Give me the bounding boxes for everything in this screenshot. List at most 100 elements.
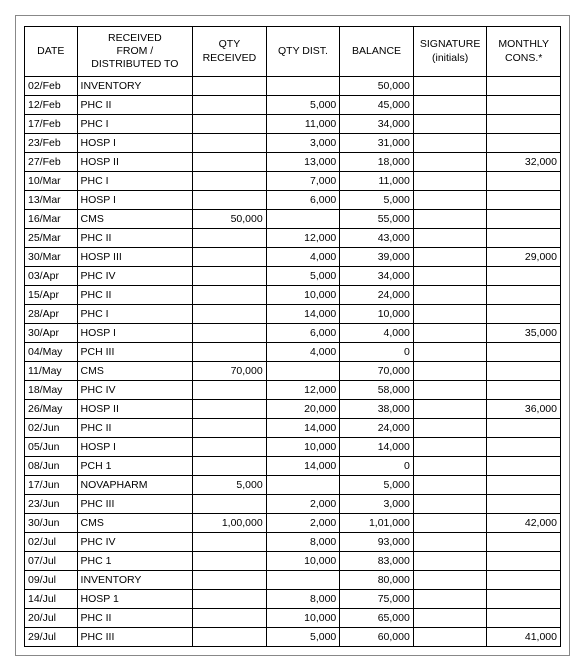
cell-qty_dist: 10,000 <box>266 552 340 571</box>
cell-from: HOSP III <box>77 248 193 267</box>
cell-balance: 70,000 <box>340 362 414 381</box>
cell-balance: 3,000 <box>340 495 414 514</box>
cell-from: CMS <box>77 514 193 533</box>
cell-date: 17/Feb <box>25 115 78 134</box>
cell-qty_dist: 6,000 <box>266 324 340 343</box>
table-row: 30/JunCMS1,00,0002,0001,01,00042,000 <box>25 514 561 533</box>
cell-qty_received <box>193 153 267 172</box>
cell-from: PHC I <box>77 305 193 324</box>
cell-balance: 80,000 <box>340 571 414 590</box>
cell-monthly_cons <box>487 476 561 495</box>
cell-monthly_cons <box>487 381 561 400</box>
cell-signature <box>413 134 487 153</box>
cell-signature <box>413 476 487 495</box>
cell-signature <box>413 571 487 590</box>
cell-signature <box>413 552 487 571</box>
cell-balance: 4,000 <box>340 324 414 343</box>
cell-monthly_cons <box>487 343 561 362</box>
cell-signature <box>413 191 487 210</box>
table-row: 23/FebHOSP I3,00031,000 <box>25 134 561 153</box>
cell-qty_received <box>193 229 267 248</box>
cell-qty_received <box>193 457 267 476</box>
cell-qty_dist: 8,000 <box>266 533 340 552</box>
cell-monthly_cons <box>487 590 561 609</box>
cell-monthly_cons <box>487 286 561 305</box>
cell-signature <box>413 172 487 191</box>
cell-date: 18/May <box>25 381 78 400</box>
table-body: 02/FebINVENTORY50,00012/FebPHC II5,00045… <box>25 77 561 647</box>
cell-from: HOSP I <box>77 191 193 210</box>
col-header-qty_dist: QTY DIST. <box>266 27 340 77</box>
page-frame: DATERECEIVEDFROM /DISTRIBUTED TOQTYRECEI… <box>15 15 570 656</box>
cell-balance: 1,01,000 <box>340 514 414 533</box>
cell-from: PHC II <box>77 96 193 115</box>
table-row: 23/JunPHC III2,0003,000 <box>25 495 561 514</box>
cell-signature <box>413 305 487 324</box>
cell-balance: 5,000 <box>340 191 414 210</box>
cell-date: 23/Jun <box>25 495 78 514</box>
table-row: 02/FebINVENTORY50,000 <box>25 77 561 96</box>
table-row: 17/FebPHC I11,00034,000 <box>25 115 561 134</box>
table-row: 20/JulPHC II10,00065,000 <box>25 609 561 628</box>
cell-balance: 39,000 <box>340 248 414 267</box>
cell-qty_received <box>193 609 267 628</box>
cell-balance: 14,000 <box>340 438 414 457</box>
table-row: 16/MarCMS50,00055,000 <box>25 210 561 229</box>
cell-qty_received <box>193 552 267 571</box>
table-row: 09/JulINVENTORY80,000 <box>25 571 561 590</box>
cell-qty_dist: 20,000 <box>266 400 340 419</box>
cell-from: HOSP 1 <box>77 590 193 609</box>
cell-qty_received <box>193 438 267 457</box>
table-row: 18/MayPHC IV12,00058,000 <box>25 381 561 400</box>
cell-from: HOSP I <box>77 134 193 153</box>
cell-qty_dist: 14,000 <box>266 457 340 476</box>
cell-from: PHC I <box>77 172 193 191</box>
cell-qty_dist: 10,000 <box>266 438 340 457</box>
cell-monthly_cons <box>487 419 561 438</box>
cell-qty_received <box>193 343 267 362</box>
table-row: 14/JulHOSP 18,00075,000 <box>25 590 561 609</box>
cell-from: PHC IV <box>77 267 193 286</box>
cell-from: INVENTORY <box>77 571 193 590</box>
cell-monthly_cons <box>487 191 561 210</box>
cell-date: 30/Jun <box>25 514 78 533</box>
cell-signature <box>413 77 487 96</box>
cell-qty_received <box>193 134 267 153</box>
cell-from: HOSP II <box>77 153 193 172</box>
cell-signature <box>413 248 487 267</box>
cell-qty_received <box>193 96 267 115</box>
cell-qty_received <box>193 267 267 286</box>
table-header-row: DATERECEIVEDFROM /DISTRIBUTED TOQTYRECEI… <box>25 27 561 77</box>
cell-qty_dist <box>266 77 340 96</box>
cell-date: 25/Mar <box>25 229 78 248</box>
cell-qty_received <box>193 115 267 134</box>
cell-qty_dist: 14,000 <box>266 305 340 324</box>
cell-monthly_cons <box>487 609 561 628</box>
cell-qty_dist: 2,000 <box>266 514 340 533</box>
cell-signature <box>413 438 487 457</box>
cell-signature <box>413 457 487 476</box>
cell-qty_received <box>193 286 267 305</box>
col-header-balance: BALANCE <box>340 27 414 77</box>
cell-balance: 24,000 <box>340 286 414 305</box>
cell-qty_received <box>193 305 267 324</box>
cell-monthly_cons <box>487 362 561 381</box>
cell-qty_dist: 6,000 <box>266 191 340 210</box>
cell-from: HOSP I <box>77 438 193 457</box>
cell-qty_received <box>193 248 267 267</box>
cell-balance: 83,000 <box>340 552 414 571</box>
cell-qty_dist <box>266 210 340 229</box>
cell-signature <box>413 96 487 115</box>
cell-balance: 60,000 <box>340 628 414 647</box>
cell-balance: 10,000 <box>340 305 414 324</box>
cell-date: 14/Jul <box>25 590 78 609</box>
cell-signature <box>413 324 487 343</box>
cell-qty_dist: 11,000 <box>266 115 340 134</box>
cell-date: 15/Apr <box>25 286 78 305</box>
cell-date: 12/Feb <box>25 96 78 115</box>
cell-from: CMS <box>77 362 193 381</box>
cell-from: PHC II <box>77 609 193 628</box>
cell-date: 08/Jun <box>25 457 78 476</box>
cell-monthly_cons <box>487 438 561 457</box>
cell-signature <box>413 590 487 609</box>
